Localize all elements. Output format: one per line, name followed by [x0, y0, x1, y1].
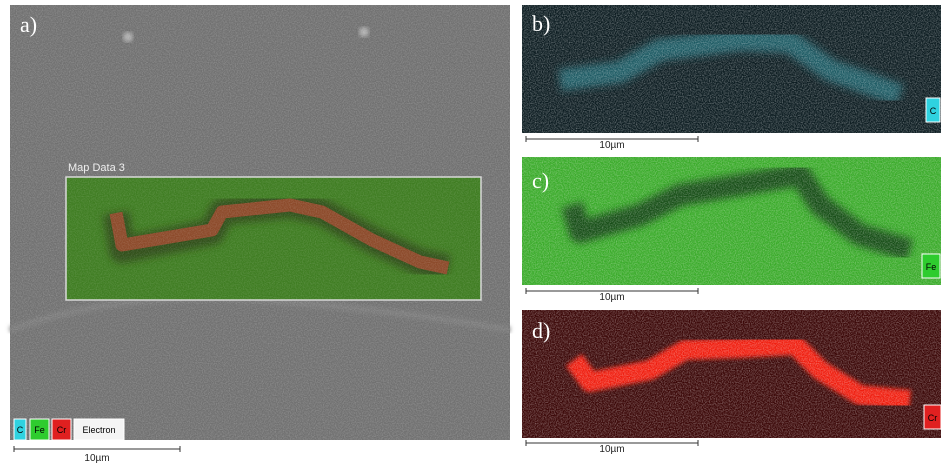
panel-label: a) — [20, 12, 37, 37]
noise — [522, 157, 941, 285]
noise — [522, 310, 941, 438]
panel-a: a) Map Data 3 C Fe Cr Electron 10µm — [10, 5, 510, 464]
element-label: C — [930, 106, 937, 116]
figure: a) Map Data 3 C Fe Cr Electron 10µm b) C… — [0, 0, 941, 465]
scale-line — [14, 446, 180, 452]
panel-label: d) — [532, 318, 550, 343]
element-label: Cr — [928, 413, 938, 423]
element-label: Fe — [926, 262, 937, 272]
panel-c: c) Fe 10µm — [522, 157, 941, 303]
scale-label: 10µm — [599, 292, 624, 303]
legend-label: Electron — [82, 425, 115, 435]
scale-label: 10µm — [599, 140, 624, 151]
legend-label: Fe — [34, 425, 45, 435]
scale-bar: 10µm — [14, 446, 180, 464]
noise — [66, 177, 481, 300]
overlay-title: Map Data 3 — [68, 162, 125, 174]
legend: C Fe Cr Electron — [14, 419, 124, 440]
legend-label: C — [17, 425, 24, 435]
panel-b: b) C 10µm — [522, 5, 941, 151]
page: {"panels": [ {"label": "a)", "overlay_ti… — [0, 0, 941, 465]
scale-label: 10µm — [599, 444, 624, 455]
noise — [522, 5, 941, 133]
panel-label: b) — [532, 11, 550, 36]
panel-d: d) Cr 10µm — [522, 310, 941, 455]
panel-label: c) — [532, 168, 549, 193]
legend-label: Cr — [57, 425, 67, 435]
scale-label: 10µm — [84, 453, 109, 464]
